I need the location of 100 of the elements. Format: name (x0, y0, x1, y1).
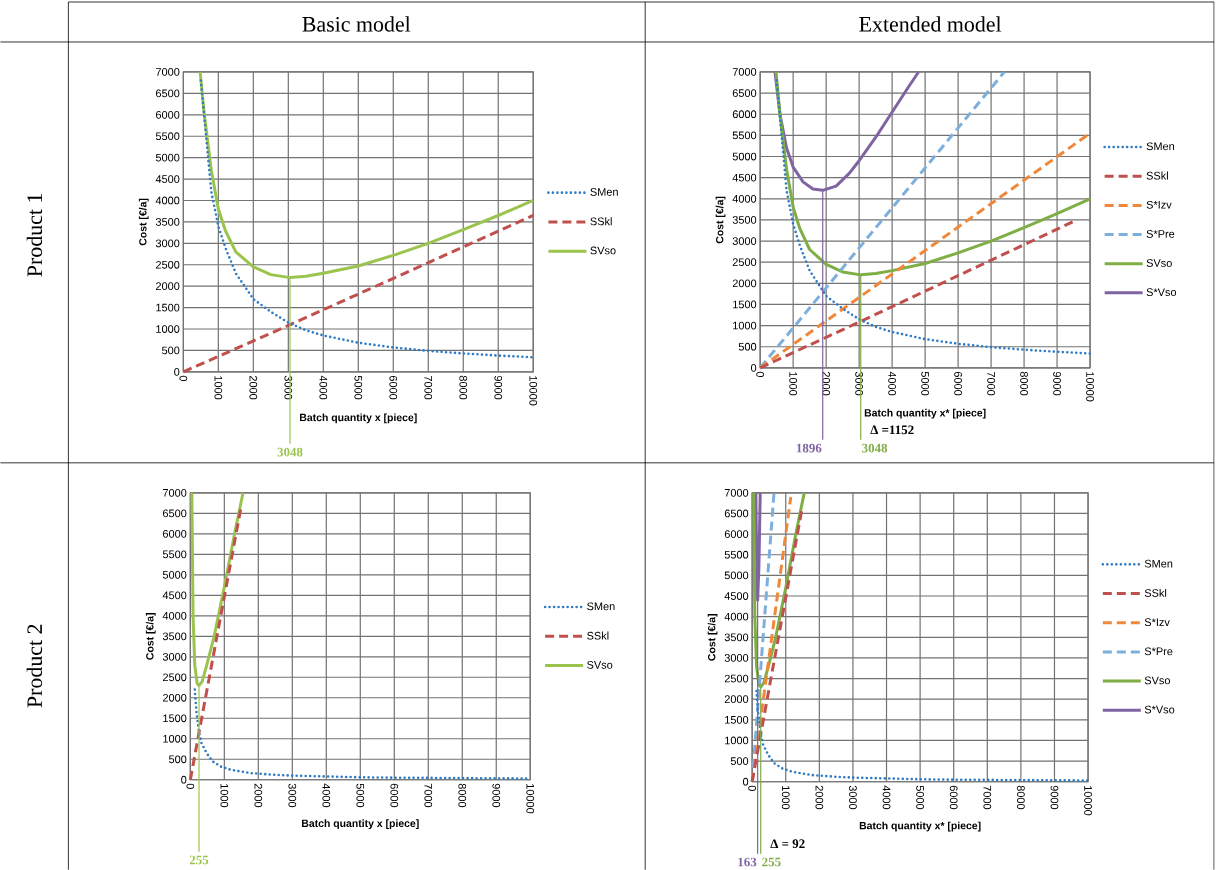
y-tick-label: 7000 (156, 68, 180, 76)
y-tick-label: 3000 (162, 652, 187, 661)
y-tick-label: 6500 (732, 89, 757, 97)
y-tick-label: 5500 (162, 550, 187, 559)
x-tick-label: 8000 (459, 375, 468, 400)
x-tick-label: 6000 (390, 783, 399, 808)
y-tick-label: 500 (161, 346, 180, 355)
x-tick-label: 0 (756, 371, 765, 377)
x-tick-label: 3000 (849, 785, 857, 810)
y-tick-label: 1500 (725, 715, 749, 724)
legend-label: S*Vso (1144, 705, 1175, 714)
y-tick-label: 3500 (162, 632, 187, 641)
y-tick-label: 4000 (155, 196, 180, 205)
x-tick-label: 3000 (855, 371, 863, 396)
x-tick-label: 2000 (254, 783, 263, 808)
annotation: 255 (762, 857, 781, 867)
x-tick-label: 7000 (424, 375, 433, 400)
x-tick-label: 9000 (1050, 785, 1059, 810)
y-tick-label: 6000 (732, 110, 757, 119)
x-tick-label: 8000 (1017, 785, 1025, 810)
y-tick-label: 500 (738, 342, 757, 351)
y-tick-label: 6000 (724, 530, 749, 538)
legend-label: SVso (590, 246, 616, 255)
legend-label: SSkl (587, 631, 609, 640)
legend-label: S*Pre (1146, 230, 1175, 238)
x-tick-label: 10000 (526, 784, 535, 814)
text: Δ = 92 (770, 839, 805, 849)
y-tick-label: 6500 (156, 89, 180, 98)
x-axis-title: Batch quantity x* [piece] (859, 821, 981, 832)
x-axis-title: Batch quantity x* [piece] (864, 408, 986, 419)
legend-label: SMen (587, 602, 615, 611)
x-tick-label: 8000 (1020, 371, 1028, 396)
y-tick-label: 4500 (724, 592, 749, 600)
y-tick-label: 2500 (156, 260, 180, 269)
x-tick-label: 4000 (882, 785, 891, 810)
x-axis-title: Batch quantity x [piece] (300, 413, 417, 424)
x-tick-label: 10000 (1084, 786, 1092, 816)
x-tick-label: 9000 (1053, 371, 1061, 396)
x-tick-label: 6000 (954, 371, 962, 396)
y-tick-label: 2000 (163, 693, 187, 702)
x-tick-label: 5000 (916, 785, 924, 810)
x-tick-label: 3000 (284, 375, 293, 400)
y-tick-label: 1500 (733, 300, 757, 309)
x-tick-label: 3000 (288, 783, 297, 808)
y-tick-label: 5500 (155, 132, 180, 141)
legend-label: SVso (587, 660, 613, 669)
x-tick-label: 6000 (949, 785, 958, 810)
y-tick-label: 3500 (155, 218, 180, 226)
y-tick-label: 5500 (732, 131, 757, 140)
y-tick-label: 4500 (162, 591, 187, 600)
x-axis-title: Batch quantity x [piece] (302, 819, 419, 830)
y-tick-label: 1500 (156, 303, 180, 312)
y-tick-label: 2000 (724, 695, 749, 704)
y-tick-label: 6500 (724, 509, 749, 518)
y-tick-label: 1000 (733, 321, 757, 330)
y-tick-label: 3000 (732, 237, 757, 245)
y-tick-label: 7000 (724, 488, 749, 497)
y-tick-label: 500 (168, 755, 187, 764)
y-tick-label: 7000 (732, 68, 757, 76)
legend-label: SVso (1144, 676, 1171, 685)
x-tick-label: 10000 (529, 376, 538, 406)
y-tick-label: 2500 (724, 674, 749, 683)
y-tick-label: 0 (750, 363, 757, 372)
text: Product 2 (26, 624, 43, 708)
x-tick-label: 1000 (789, 372, 798, 396)
y-tick-label: 4000 (732, 194, 757, 203)
x-tick-label: 4000 (319, 375, 328, 400)
x-tick-label: 5000 (356, 783, 365, 808)
legend-label: SSkl (590, 217, 612, 226)
annotation: 3048 (862, 443, 888, 453)
annotation: 3048 (277, 447, 303, 457)
legend-label: S*Vso (1146, 288, 1177, 296)
y-tick-label: 2500 (732, 258, 757, 267)
x-tick-label: 1000 (220, 784, 229, 808)
chart-title: Basic model (302, 16, 411, 32)
y-tick-label: 6000 (156, 110, 180, 119)
x-tick-label: 9000 (492, 783, 501, 808)
y-tick-label: 2000 (732, 279, 757, 288)
y-tick-label: 3000 (724, 654, 749, 662)
y-tick-label: 3000 (155, 239, 180, 248)
y-axis-title: Cost [€/a] (145, 613, 156, 660)
x-tick-label: 2000 (822, 371, 831, 396)
x-tick-label: 7000 (424, 783, 433, 808)
x-tick-label: 2000 (249, 375, 258, 400)
x-tick-label: 8000 (458, 783, 467, 808)
legend-label: SVso (1146, 259, 1172, 267)
y-tick-label: 3500 (724, 633, 749, 642)
y-tick-label: 5000 (732, 152, 757, 161)
x-tick-label: 7000 (983, 785, 992, 810)
y-tick-label: 3500 (732, 216, 757, 224)
legend-label: SSkl (1144, 588, 1167, 597)
text: Product 1 (26, 193, 43, 277)
y-tick-label: 2000 (156, 282, 180, 291)
y-tick-label: 7000 (163, 488, 187, 497)
y-tick-label: 5500 (724, 550, 749, 559)
x-tick-label: 2000 (815, 785, 824, 810)
chart-title: Extended model (859, 16, 1002, 32)
x-tick-label: 0 (186, 783, 195, 789)
y-tick-label: 1000 (156, 325, 180, 333)
x-tick-label: 9000 (494, 375, 503, 400)
